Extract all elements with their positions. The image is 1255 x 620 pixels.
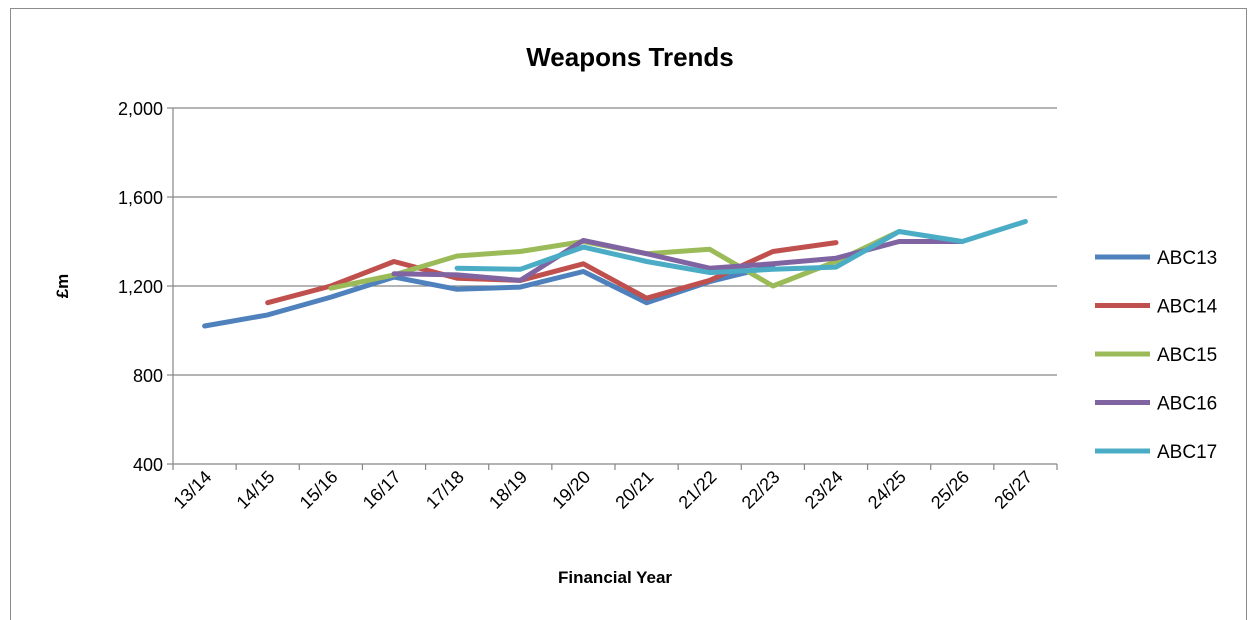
- x-axis-label: Financial Year: [558, 568, 672, 587]
- x-tick-label: 25/26: [927, 467, 973, 513]
- legend-label-abc17: ABC17: [1157, 442, 1217, 463]
- y-tick-label: 1,200: [118, 277, 163, 297]
- x-tick-label: 19/20: [548, 467, 594, 513]
- x-tick-label: 16/17: [359, 467, 405, 513]
- y-tick-label: 800: [133, 366, 163, 386]
- y-tick-label: 400: [133, 455, 163, 475]
- x-tick-label: 21/22: [675, 467, 721, 513]
- y-tick-label: 1,600: [118, 188, 163, 208]
- y-tick-label: 2,000: [118, 99, 163, 119]
- y-axis-ticks: 400 800 1,200 1,600 2,000: [118, 99, 173, 475]
- legend-label-abc15: ABC15: [1157, 345, 1217, 366]
- chart-area: [10, 8, 1247, 620]
- x-tick-label: 26/27: [990, 467, 1036, 513]
- y-axis-label: £m: [53, 274, 72, 299]
- x-tick-label: 18/19: [485, 467, 531, 513]
- legend: ABC13 ABC14 ABC15 ABC16 ABC17: [1095, 248, 1218, 463]
- chart-title: Weapons Trends: [526, 42, 734, 72]
- x-tick-label: 17/18: [422, 467, 468, 513]
- legend-label-abc14: ABC14: [1157, 297, 1218, 318]
- series-line-abc13: [202, 263, 776, 329]
- series-lines: [202, 219, 1028, 329]
- x-axis-ticks: 13/14 14/15 15/16 16/17 17/18 18/19 19/20 20/21…: [169, 464, 1058, 513]
- legend-label-abc13: ABC13: [1157, 248, 1217, 269]
- x-tick-label: 22/23: [738, 467, 784, 513]
- x-tick-label: 20/21: [611, 467, 657, 513]
- x-tick-label: 14/15: [233, 467, 279, 513]
- x-tick-label: 15/16: [296, 467, 342, 513]
- x-tick-label: 24/25: [864, 467, 910, 513]
- x-tick-label: 13/14: [169, 467, 215, 513]
- series-line-abc17: [454, 219, 1028, 276]
- legend-label-abc16: ABC16: [1157, 394, 1217, 415]
- x-tick-label: 23/24: [801, 467, 847, 513]
